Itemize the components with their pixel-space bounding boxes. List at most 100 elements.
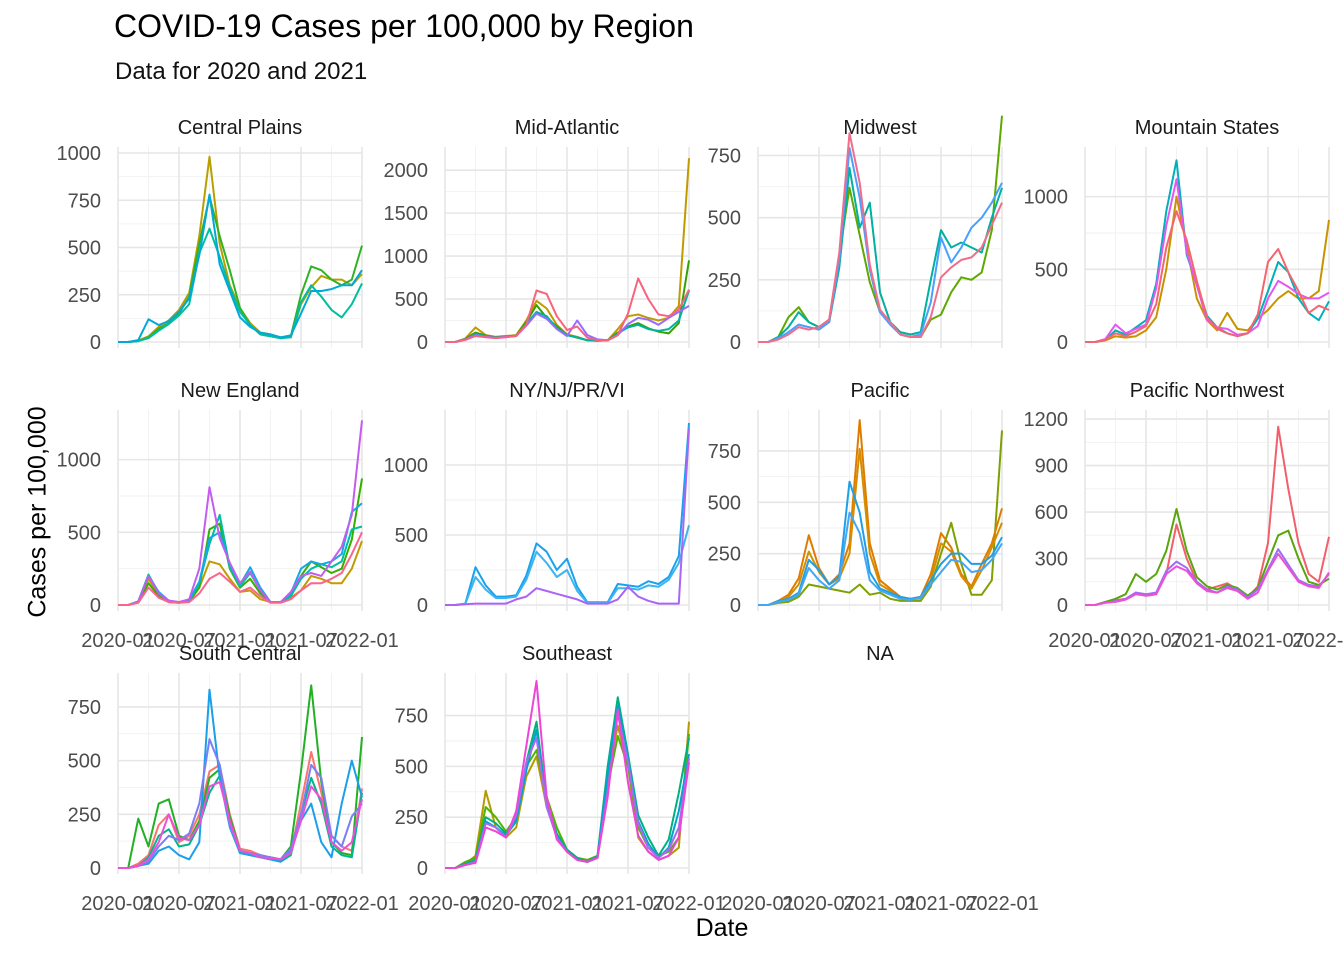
series-line-3 — [758, 447, 1003, 606]
x-tick-label: 2020-07 — [1109, 630, 1182, 652]
y-tick-label: 2000 — [384, 160, 429, 182]
facet-panel: Pacific 0 250 500 750 — [708, 380, 1003, 617]
y-tick-label: 1000 — [1024, 187, 1069, 209]
y-tick-label: 500 — [68, 238, 101, 260]
facet-title-pacific: Pacific — [851, 380, 910, 402]
y-tick-label: 1000 — [384, 455, 429, 477]
facet-panel: Mid-Atlantic 0 500 1000 1500 2000 — [384, 117, 690, 354]
y-tick-label: 0 — [417, 332, 428, 354]
y-tick-label: 750 — [708, 441, 741, 463]
series-line-5 — [445, 277, 690, 343]
facet-panel: NY/NJ/PR/VI 0 500 1000 — [384, 380, 690, 617]
y-tick-label: 750 — [708, 145, 741, 167]
x-tick-label: 2021-01 — [1170, 630, 1243, 652]
x-tick-label: 2022-01 — [325, 893, 398, 915]
y-tick-label: 1000 — [384, 246, 429, 268]
x-tick-label: 2022-01 — [965, 893, 1038, 915]
x-tick-label: 2022-01 — [325, 630, 398, 652]
y-tick-label: 500 — [1035, 259, 1068, 281]
series-line-2 — [118, 195, 363, 343]
y-tick-label: 0 — [90, 595, 101, 617]
y-tick-label: 750 — [395, 706, 428, 728]
y-tick-label: 1000 — [57, 450, 102, 472]
series-line-5 — [758, 511, 1003, 606]
y-tick-label: 500 — [68, 751, 101, 773]
series-line-3 — [758, 147, 1003, 343]
x-tick-label: 2021-01 — [843, 893, 916, 915]
y-tick-label: 0 — [90, 332, 101, 354]
facet-panel: Mountain States 0 500 1000 — [1024, 117, 1330, 354]
series-line-3 — [445, 428, 690, 606]
y-tick-label: 750 — [68, 190, 101, 212]
y-tick-label: 500 — [395, 756, 428, 778]
series-line-5 — [118, 420, 363, 606]
y-tick-label: 1200 — [1024, 409, 1069, 431]
y-tick-label: 600 — [1035, 502, 1068, 524]
series-line-3 — [118, 227, 363, 343]
facet-title-midwest: Midwest — [843, 117, 917, 139]
y-tick-label: 750 — [68, 697, 101, 719]
x-tick-label: 2021-01 — [203, 630, 276, 652]
series-line-6 — [445, 680, 690, 869]
series-line-1 — [445, 422, 690, 606]
x-tick-label: 2021-07 — [264, 630, 337, 652]
x-tick-label: 2020-07 — [142, 630, 215, 652]
series-line-4 — [758, 132, 1003, 343]
x-tick-label: 2022-01 — [1292, 630, 1344, 652]
series-line-4 — [1085, 210, 1330, 343]
y-tick-label: 0 — [417, 595, 428, 617]
facet-title-southeast: Southeast — [522, 643, 613, 665]
facet-title-mid-atlantic: Mid-Atlantic — [515, 117, 619, 139]
facet-title-mountain-states: Mountain States — [1135, 117, 1280, 139]
series-line-4 — [1085, 552, 1330, 606]
y-tick-label: 250 — [395, 807, 428, 829]
y-tick-label: 1500 — [384, 203, 429, 225]
x-tick-label: 2022-01 — [652, 893, 725, 915]
x-tick-label: 2020-07 — [142, 893, 215, 915]
series-line-6 — [118, 531, 363, 606]
y-tick-label: 500 — [708, 208, 741, 230]
facet-panel: Midwest 0 250 500 750 — [708, 115, 1003, 354]
series-line-3 — [445, 696, 690, 869]
y-tick-label: 500 — [395, 289, 428, 311]
facet-panel: Pacific Northwest030060090012002020-0120… — [1024, 380, 1344, 652]
x-tick-label: 2021-01 — [203, 893, 276, 915]
y-tick-label: 250 — [68, 285, 101, 307]
y-tick-label: 900 — [1035, 456, 1068, 478]
x-tick-label: 2020-07 — [469, 893, 542, 915]
x-tick-label: 2020-07 — [782, 893, 855, 915]
facet-panel: South Central02505007502020-012020-07202… — [68, 643, 399, 915]
facet-title-south-central: South Central — [179, 643, 301, 665]
x-tick-label: 2020-01 — [81, 630, 154, 652]
y-tick-label: 250 — [68, 804, 101, 826]
x-tick-label: 2020-01 — [721, 893, 794, 915]
series-line-4 — [118, 688, 363, 869]
facet-panel: Southeast 0 250 500 750 2020-012020-072021-01… — [395, 643, 726, 915]
facet-title-central-plains: Central Plains — [178, 117, 303, 139]
y-tick-label: 0 — [1057, 595, 1068, 617]
y-tick-label: 0 — [417, 858, 428, 880]
facet-title-na: NA — [866, 643, 894, 665]
x-tick-label: 2021-01 — [530, 893, 603, 915]
y-tick-label: 250 — [708, 544, 741, 566]
y-tick-label: 300 — [1035, 549, 1068, 571]
x-tick-label: 2020-01 — [408, 893, 481, 915]
x-tick-label: 2021-07 — [904, 893, 977, 915]
series-line-2 — [1085, 508, 1330, 606]
facet-title-new-england: New England — [181, 380, 300, 402]
y-tick-label: 250 — [708, 270, 741, 292]
facet-title-ny-nj-pr-vi: NY/NJ/PR/VI — [509, 380, 625, 402]
x-tick-label: 2021-07 — [1231, 630, 1304, 652]
chart-subtitle: Data for 2020 and 2021 — [115, 58, 368, 85]
x-tick-label: 2021-07 — [264, 893, 337, 915]
series-line-2 — [445, 524, 690, 606]
series-line-2 — [758, 166, 1003, 343]
y-tick-label: 0 — [1057, 332, 1068, 354]
y-tick-label: 1000 — [57, 143, 102, 165]
y-tick-label: 500 — [395, 525, 428, 547]
chart-title: COVID-19 Cases per 100,000 by Region — [114, 8, 694, 44]
y-tick-label: 0 — [90, 858, 101, 880]
series-line-6 — [118, 781, 363, 869]
